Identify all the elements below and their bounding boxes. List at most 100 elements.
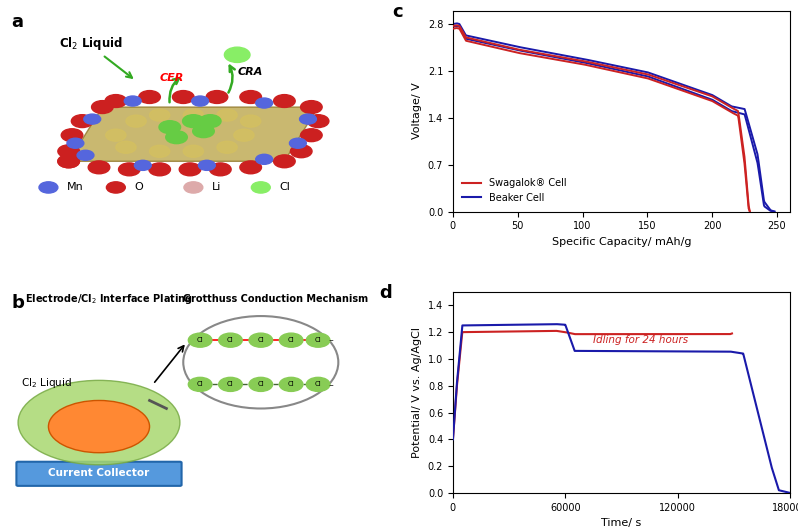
Circle shape [301, 101, 322, 113]
Circle shape [71, 114, 93, 128]
Circle shape [172, 91, 194, 103]
Circle shape [58, 145, 80, 158]
Circle shape [139, 91, 160, 103]
Circle shape [240, 115, 261, 127]
Circle shape [249, 333, 273, 347]
Circle shape [116, 141, 136, 153]
Circle shape [180, 163, 201, 176]
Text: c: c [393, 3, 403, 21]
Text: Current Collector: Current Collector [49, 469, 149, 479]
Text: Li$_2$MnO$_3$: Li$_2$MnO$_3$ [83, 420, 128, 434]
Circle shape [219, 377, 243, 392]
Text: e$^-$: e$^-$ [74, 417, 90, 428]
Circle shape [301, 129, 322, 142]
Circle shape [159, 121, 180, 134]
Text: Grotthuss Conduction Mechanism: Grotthuss Conduction Mechanism [184, 294, 369, 304]
Circle shape [149, 109, 170, 121]
Circle shape [274, 94, 295, 108]
Text: Cl: Cl [314, 337, 322, 343]
Circle shape [219, 333, 243, 347]
Circle shape [39, 182, 58, 193]
Circle shape [149, 163, 171, 176]
Circle shape [106, 129, 126, 141]
Circle shape [200, 114, 221, 128]
Circle shape [149, 145, 170, 157]
Polygon shape [69, 107, 318, 161]
Text: a: a [11, 13, 23, 31]
Circle shape [119, 163, 140, 176]
Text: Cl: Cl [258, 337, 264, 343]
Y-axis label: Potential/ V vs. Ag/AgCl: Potential/ V vs. Ag/AgCl [413, 327, 422, 458]
Circle shape [224, 47, 250, 63]
Circle shape [84, 114, 101, 124]
Circle shape [126, 115, 146, 127]
Circle shape [92, 101, 113, 113]
Circle shape [240, 161, 262, 174]
Y-axis label: Voltage/ V: Voltage/ V [413, 83, 422, 139]
Text: Cl: Cl [197, 337, 203, 343]
Text: $^-$: $^-$ [326, 337, 334, 346]
Circle shape [184, 145, 203, 157]
Circle shape [306, 333, 330, 347]
Circle shape [206, 91, 227, 103]
Circle shape [249, 377, 273, 392]
Circle shape [279, 377, 303, 392]
Text: Cl: Cl [197, 382, 203, 387]
Circle shape [199, 160, 215, 170]
Circle shape [299, 114, 317, 124]
Text: Cl$_2$ Liquid: Cl$_2$ Liquid [22, 376, 73, 391]
Circle shape [307, 114, 329, 128]
Text: Cl: Cl [227, 337, 234, 343]
Text: Cl: Cl [288, 337, 294, 343]
Circle shape [105, 94, 127, 108]
Text: Cl: Cl [314, 382, 322, 387]
Text: Cl: Cl [279, 182, 290, 192]
Circle shape [61, 129, 83, 142]
Circle shape [188, 333, 212, 347]
Circle shape [210, 163, 231, 176]
Circle shape [192, 125, 215, 138]
Circle shape [234, 129, 254, 141]
Legend: Swagalok® Cell, Beaker Cell: Swagalok® Cell, Beaker Cell [458, 174, 571, 207]
Circle shape [192, 96, 208, 106]
Text: Cl$_2$ Liquid: Cl$_2$ Liquid [58, 35, 123, 52]
Circle shape [255, 154, 273, 164]
Circle shape [255, 98, 273, 108]
Text: CER: CER [160, 73, 184, 83]
Text: O: O [134, 182, 143, 192]
Circle shape [184, 316, 338, 409]
Text: $^-$: $^-$ [326, 382, 334, 391]
Circle shape [67, 138, 84, 148]
Ellipse shape [18, 381, 180, 465]
Text: b: b [11, 294, 24, 312]
Text: Cl: Cl [258, 382, 264, 387]
Text: d: d [379, 284, 392, 302]
Text: CRA: CRA [237, 67, 263, 77]
FancyBboxPatch shape [17, 462, 182, 486]
Circle shape [166, 131, 188, 144]
Circle shape [134, 160, 152, 170]
Circle shape [274, 155, 295, 168]
Ellipse shape [49, 401, 149, 453]
Circle shape [183, 114, 204, 128]
Text: Cl: Cl [288, 382, 294, 387]
X-axis label: Specific Capacity/ mAh/g: Specific Capacity/ mAh/g [551, 237, 691, 247]
Circle shape [279, 333, 303, 347]
Circle shape [58, 155, 80, 168]
Circle shape [188, 377, 212, 392]
Text: Cl: Cl [227, 382, 234, 387]
Circle shape [89, 161, 110, 174]
Circle shape [217, 109, 237, 121]
Circle shape [106, 182, 125, 193]
Circle shape [306, 377, 330, 392]
Circle shape [77, 151, 94, 160]
Circle shape [58, 155, 80, 168]
Circle shape [251, 182, 271, 193]
Circle shape [240, 91, 262, 103]
Circle shape [290, 138, 306, 148]
Circle shape [124, 96, 141, 106]
Text: Idling for 24 hours: Idling for 24 hours [594, 335, 689, 345]
Circle shape [290, 145, 312, 158]
Circle shape [217, 141, 237, 153]
Text: Mn: Mn [67, 182, 84, 192]
